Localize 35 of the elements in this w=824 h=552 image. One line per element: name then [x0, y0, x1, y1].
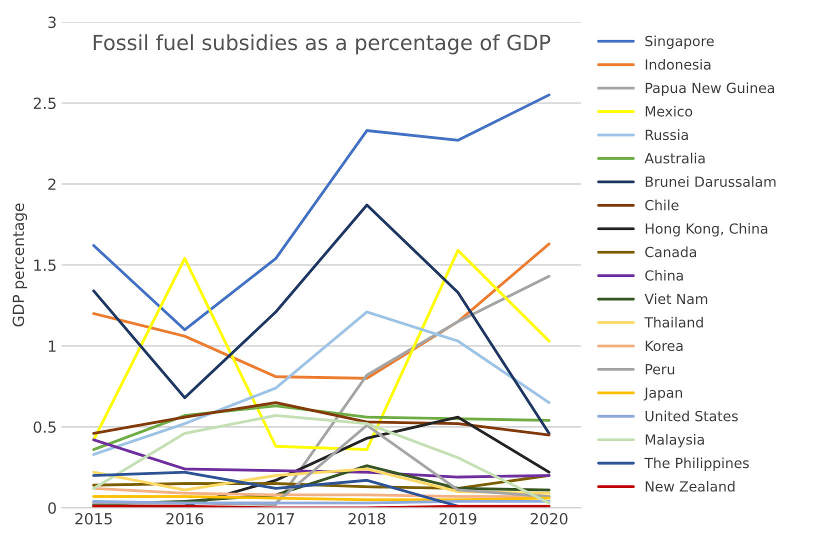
x-tick-label: 2017 [258, 512, 294, 525]
legend-label: New Zealand [646, 480, 734, 492]
legend-label: Japan [644, 388, 682, 401]
text: Fossil fuel subsidies as a percentage of GDP [94, 34, 550, 54]
x-tick-label: 2015 [75, 512, 112, 525]
legend-label: Canada [645, 246, 696, 258]
legend-label: Russia [646, 129, 688, 140]
legend-label: Brunei Darussalam [646, 176, 776, 187]
x-tick-label: 2016 [166, 512, 204, 525]
legend-label: China [645, 270, 683, 281]
legend-label: Malaysia [646, 434, 704, 448]
y-axis-title: GDP percentage [12, 203, 28, 326]
x-tick-label: 2018 [348, 512, 386, 525]
legend-label: The Philippines [644, 457, 749, 471]
y-tick-label: 2 [48, 178, 56, 190]
legend-label: Korea [646, 340, 683, 352]
y-tick-label: 3 [48, 16, 56, 28]
legend-label: Hong Kong, China [646, 223, 768, 237]
y-tick-label: 0 [48, 502, 56, 514]
y-tick-label: 2.5 [34, 98, 56, 110]
legend-label: Indonesia [646, 58, 710, 70]
y-tick-label: 1.5 [34, 260, 56, 271]
legend-label: Thailand [644, 316, 703, 328]
legend-label: Australia [644, 152, 705, 164]
legend-label: Mexico [646, 106, 692, 117]
legend-label: Viet Nam [644, 293, 708, 304]
legend-label: Singapore [645, 36, 714, 49]
legend-label: Chile [645, 200, 678, 210]
legend-label: United States [646, 410, 738, 422]
y-tick-label: 0.5 [34, 421, 56, 433]
x-tick-label: 2020 [530, 512, 568, 525]
y-tick-label: 1 [48, 340, 56, 352]
legend-label: Papua New Guinea [646, 82, 774, 96]
legend-label: Peru [646, 364, 674, 374]
x-tick-label: 2019 [440, 512, 476, 525]
